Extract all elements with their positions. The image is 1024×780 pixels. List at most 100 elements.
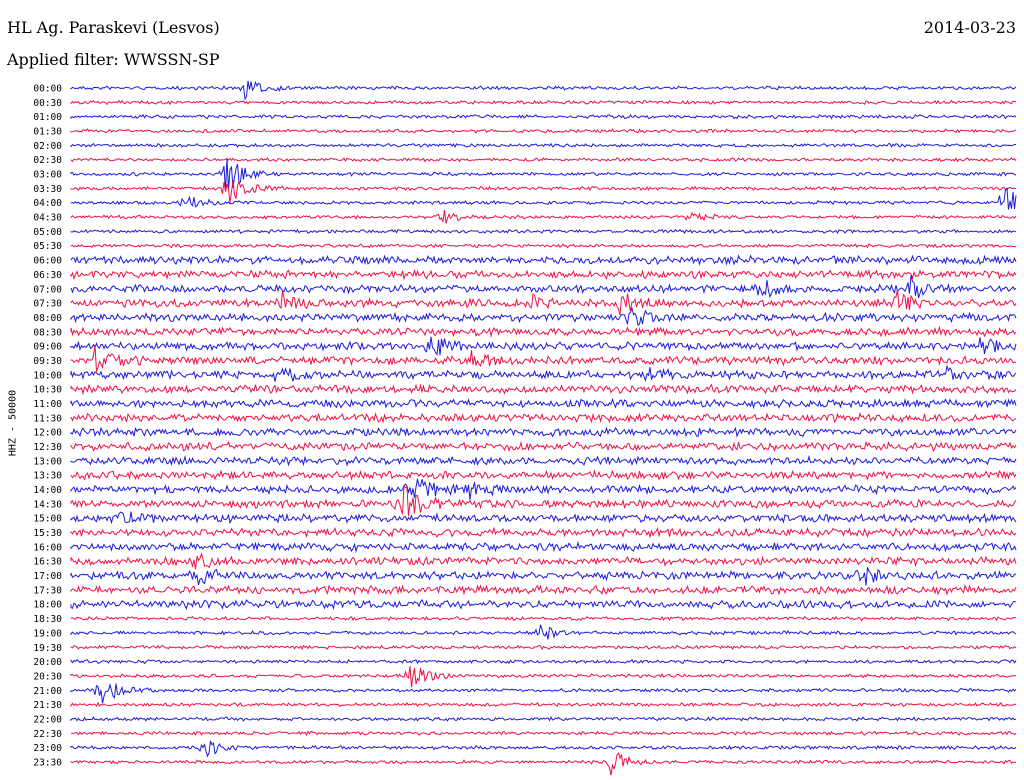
row-time-label: 15:30 <box>33 528 62 539</box>
trace-line <box>70 701 1017 708</box>
row-time-label: 19:30 <box>33 643 62 654</box>
trace-line <box>70 540 1017 553</box>
row-time-label: 20:30 <box>33 671 62 682</box>
trace-line <box>70 187 1017 210</box>
trace-line <box>70 113 1017 120</box>
row-time-label: 06:00 <box>33 256 62 267</box>
row-time-label: 20:00 <box>33 657 62 668</box>
row-time-label: 09:30 <box>33 356 62 367</box>
trace-line <box>70 730 1017 737</box>
trace-line <box>70 412 1017 424</box>
trace-line <box>70 426 1017 438</box>
row-time-label: 01:00 <box>33 112 62 123</box>
row-time-label: 18:30 <box>33 614 62 625</box>
row-time-label: 07:00 <box>33 284 62 295</box>
filter-label: Applied filter: WWSSN-SP <box>7 50 220 69</box>
trace-line <box>70 526 1017 539</box>
row-time-label: 13:00 <box>33 456 62 467</box>
trace-line <box>70 157 1017 192</box>
trace-line <box>70 644 1017 651</box>
row-time-label: 05:30 <box>33 241 62 252</box>
trace-line <box>70 345 1017 372</box>
trace-line <box>70 228 1017 235</box>
trace-line <box>70 289 1017 316</box>
row-time-label: 10:00 <box>33 370 62 381</box>
trace-line <box>70 469 1017 481</box>
trace-line <box>70 128 1017 134</box>
row-time-label: 12:00 <box>33 428 62 439</box>
trace-line <box>70 268 1017 281</box>
trace-line <box>70 397 1017 410</box>
trace-line <box>70 383 1017 396</box>
trace-line <box>70 325 1017 338</box>
row-time-label: 00:30 <box>33 98 62 109</box>
trace-line <box>70 210 1017 224</box>
trace-line <box>70 440 1017 453</box>
trace-line <box>70 666 1016 688</box>
row-time-label: 12:30 <box>33 442 62 453</box>
trace-line <box>70 624 1017 640</box>
trace-line <box>70 715 1017 722</box>
row-time-label: 17:30 <box>33 585 62 596</box>
trace-line <box>70 454 1017 467</box>
trace-line <box>70 484 1017 517</box>
row-time-label: 04:00 <box>33 198 62 209</box>
trace-line <box>70 179 1017 204</box>
row-time-label: 08:30 <box>33 327 62 338</box>
row-time-label: 16:30 <box>33 557 62 568</box>
trace-line <box>70 752 1016 776</box>
row-time-label: 22:00 <box>33 714 62 725</box>
row-time-label: 17:00 <box>33 571 62 582</box>
trace-line <box>70 683 1017 704</box>
trace-line <box>70 598 1017 610</box>
row-time-label: 10:30 <box>33 385 62 396</box>
trace-line <box>70 552 1017 570</box>
row-time-label: 21:30 <box>33 700 62 711</box>
row-time-label: 06:30 <box>33 270 62 281</box>
trace-line <box>70 80 1017 101</box>
row-time-label: 02:00 <box>33 141 62 152</box>
row-time-label: 18:00 <box>33 600 62 611</box>
trace-line <box>70 364 1017 382</box>
trace-line <box>70 306 1017 327</box>
trace-line <box>70 142 1017 149</box>
row-time-label: 11:30 <box>33 413 62 424</box>
row-time-label: 23:30 <box>33 757 62 768</box>
row-time-label: 07:30 <box>33 299 62 310</box>
date-label: 2014-03-23 <box>923 18 1016 37</box>
row-time-label: 23:00 <box>33 743 62 754</box>
row-time-label: 03:30 <box>33 184 62 195</box>
row-time-label: 21:00 <box>33 686 62 697</box>
trace-line <box>70 275 1017 299</box>
row-time-label: 11:00 <box>33 399 62 410</box>
row-time-label: 14:00 <box>33 485 62 496</box>
row-time-label: 01:30 <box>33 127 62 138</box>
row-time-label: 16:00 <box>33 542 62 553</box>
trace-line <box>70 99 1017 106</box>
row-time-label: 22:30 <box>33 729 62 740</box>
row-time-label: 05:00 <box>33 227 62 238</box>
row-time-label: 19:00 <box>33 628 62 639</box>
trace-line <box>70 336 1017 357</box>
trace-line <box>70 254 1017 267</box>
trace-line <box>70 615 1017 622</box>
row-time-label: 15:00 <box>33 514 62 525</box>
row-time-label: 00:00 <box>33 84 62 95</box>
row-time-label: 02:30 <box>33 155 62 166</box>
row-time-label: 04:30 <box>33 213 62 224</box>
station-title: HL Ag. Paraskevi (Lesvos) <box>7 18 220 37</box>
trace-line <box>70 511 1017 525</box>
row-time-label: 14:30 <box>33 499 62 510</box>
trace-line <box>70 740 1017 758</box>
trace-line <box>70 243 1017 249</box>
trace-line <box>70 478 1017 500</box>
row-time-label: 09:00 <box>33 342 62 353</box>
trace-line <box>70 157 1017 163</box>
row-time-label: 13:30 <box>33 471 62 482</box>
row-time-label: 03:00 <box>33 170 62 181</box>
trace-line <box>70 583 1017 596</box>
trace-line <box>70 567 1017 586</box>
row-time-label: 08:00 <box>33 313 62 324</box>
trace-line <box>70 659 1017 665</box>
